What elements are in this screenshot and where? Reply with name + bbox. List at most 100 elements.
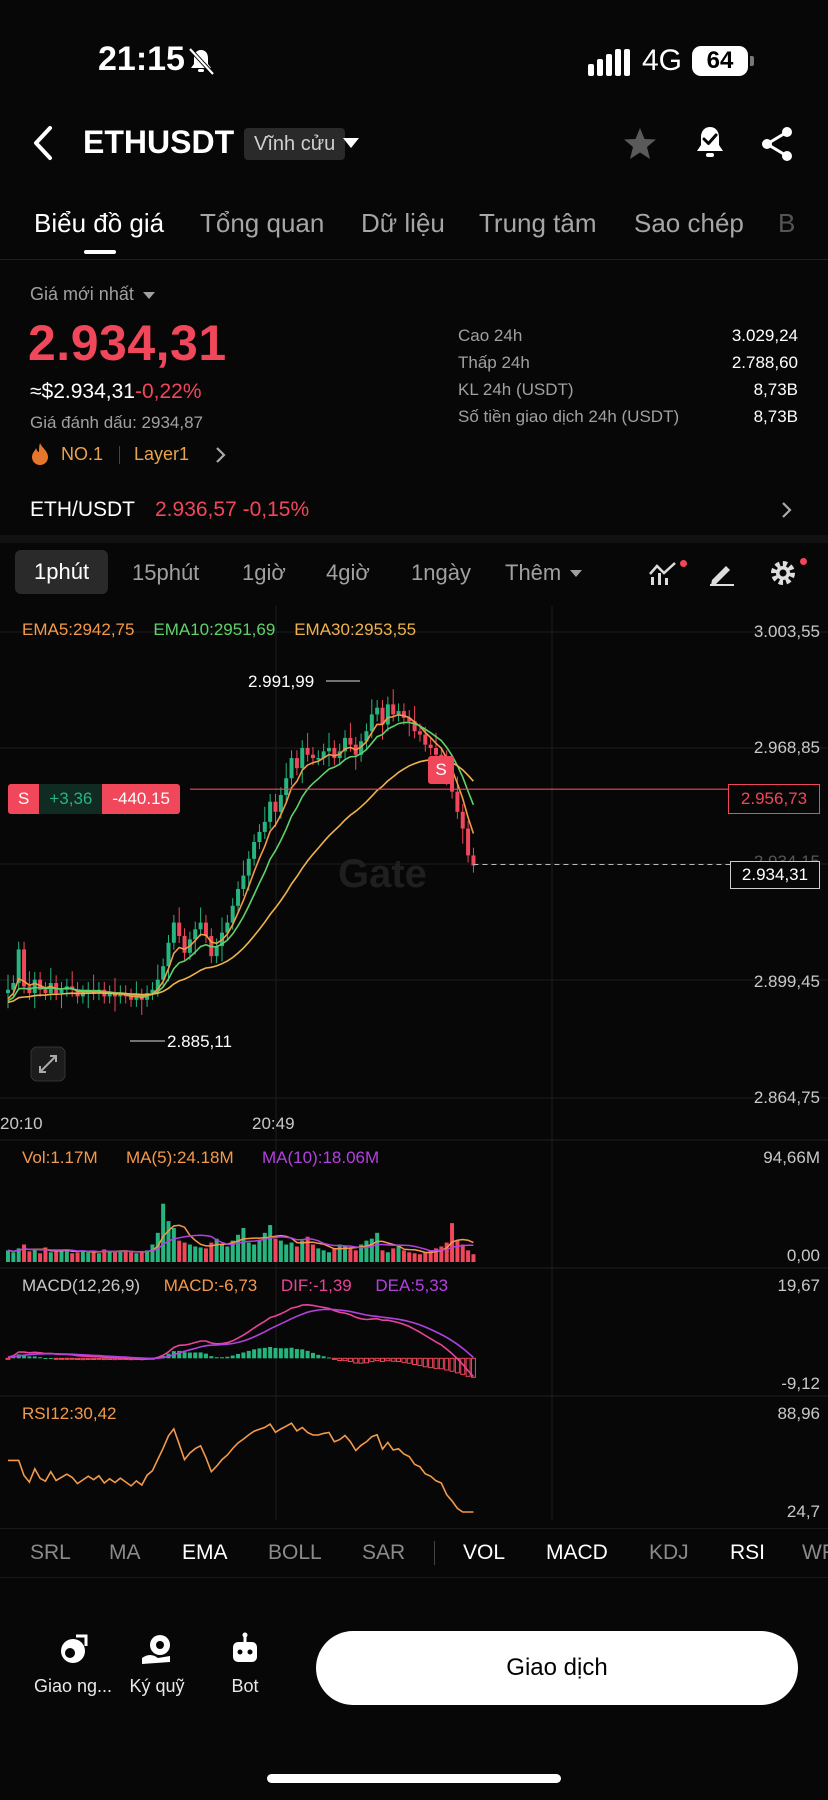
pair-title[interactable]: ETHUSDT — [83, 124, 235, 160]
ind-ma[interactable]: MA — [109, 1541, 141, 1564]
macd-histogram-bar — [433, 1357, 439, 1369]
volume-bar — [236, 1234, 241, 1262]
macd-histogram-bar — [32, 1356, 37, 1359]
interval-more[interactable]: Thêm — [505, 560, 562, 585]
spot-price-row[interactable]: ETH/USDT 2.936,57 -0,15% — [0, 490, 828, 536]
volume-bar — [203, 1248, 208, 1262]
copy-trade-button[interactable]: Giao ng... — [28, 1632, 118, 1697]
ind-wr[interactable]: WR — [802, 1541, 828, 1564]
trade-marker[interactable]: S — [428, 756, 454, 784]
price-chart[interactable] — [0, 606, 828, 1520]
macd-histogram-bar — [396, 1357, 402, 1363]
interval-more-caret-icon[interactable] — [570, 570, 582, 577]
ind-sar[interactable]: SAR — [362, 1541, 406, 1564]
volume-bar — [118, 1250, 123, 1262]
volume-bar — [11, 1252, 16, 1262]
tag-category[interactable]: Layer1 — [134, 444, 190, 464]
macd-histogram-bar — [412, 1357, 418, 1366]
ind-srl[interactable]: SRL — [30, 1541, 71, 1564]
bot-button[interactable]: Bot — [220, 1632, 270, 1697]
ema5-value: EMA5:2942,75 — [22, 620, 135, 639]
last-price: 2.934,31 — [28, 315, 227, 371]
ind-macd[interactable]: MACD — [546, 1541, 608, 1564]
candle — [11, 983, 16, 990]
macd-panel — [5, 1303, 476, 1378]
volume-bar — [91, 1251, 96, 1262]
interval-4h[interactable]: 4giờ — [326, 560, 370, 585]
chevron-right-icon[interactable] — [214, 446, 226, 464]
volume-bar — [150, 1244, 155, 1262]
volume-bar — [348, 1248, 353, 1262]
volume-bar — [300, 1240, 305, 1262]
ind-boll[interactable]: BOLL — [268, 1541, 322, 1564]
macd-histogram-bar — [438, 1357, 444, 1370]
candle — [262, 821, 267, 832]
ind-ema[interactable]: EMA — [182, 1541, 228, 1564]
vol-ma10-line — [7, 1234, 474, 1253]
stat-volume: KL 24h (USDT) 8,73B — [458, 380, 798, 407]
macd-histogram-bar — [369, 1357, 375, 1363]
contract-type-badge[interactable]: Vĩnh cửu — [244, 128, 346, 160]
ind-kdj[interactable]: KDJ — [649, 1541, 689, 1564]
tab-overview[interactable]: Tổng quan — [200, 208, 325, 238]
share-icon[interactable] — [760, 126, 794, 162]
interval-15m[interactable]: 15phút — [132, 560, 200, 585]
latest-price-caret-icon[interactable] — [143, 292, 155, 299]
home-indicator[interactable] — [267, 1774, 561, 1783]
bot-icon — [233, 1632, 257, 1662]
tab-data[interactable]: Dữ liệu — [361, 208, 445, 238]
interval-1d[interactable]: 1ngày — [411, 560, 471, 585]
macd-dif-line — [7, 1303, 474, 1378]
position-tag[interactable]: S +3,36 -440.15 — [8, 784, 181, 814]
candle — [396, 711, 401, 715]
pair-dropdown-caret-icon[interactable] — [343, 138, 359, 148]
interval-1m[interactable]: 1phút — [15, 550, 109, 594]
macd-dif: DIF:-1,39 — [280, 1276, 352, 1295]
gear-icon[interactable] — [768, 558, 798, 588]
macd-histogram-bar — [316, 1354, 321, 1359]
candle — [198, 922, 203, 930]
volume-bar — [129, 1252, 134, 1262]
ind-vol[interactable]: VOL — [463, 1541, 506, 1564]
stats-panel: Cao 24h 3.029,24 Thấp 24h 2.788,60 KL 24h … — [458, 326, 798, 434]
volume-bar — [407, 1252, 412, 1262]
position-size: -440.15 — [102, 784, 181, 814]
volume-bar — [27, 1251, 32, 1262]
candle — [16, 949, 21, 984]
volume-bar — [96, 1253, 101, 1262]
macd-histogram-bar — [27, 1356, 32, 1359]
mark-price-label: Giá đánh dấu: — [30, 413, 137, 432]
back-arrow-icon[interactable] — [28, 124, 58, 162]
candle — [155, 979, 160, 990]
ind-rsi[interactable]: RSI — [730, 1541, 766, 1564]
candle — [375, 707, 380, 715]
price-alert-bell-icon[interactable] — [692, 124, 728, 162]
margin-button[interactable]: Ký quỹ — [124, 1632, 190, 1697]
tab-more[interactable]: B — [778, 208, 796, 238]
chart-overlay — [130, 680, 730, 1042]
indicator-icon[interactable] — [648, 560, 678, 586]
macd-histogram-bar — [225, 1356, 230, 1359]
candle — [268, 801, 273, 822]
latest-price-label[interactable]: Giá mới nhất — [30, 284, 134, 304]
candle — [327, 747, 331, 752]
trade-button[interactable]: Giao dịch — [316, 1631, 798, 1705]
tab-center[interactable]: Trung tâm — [479, 208, 597, 238]
tab-price-chart[interactable]: Biểu đồ giá — [34, 208, 165, 238]
expand-icon[interactable] — [30, 1046, 66, 1082]
interval-1h[interactable]: 1giờ — [242, 560, 286, 585]
copy-trade-label: Giao ng... — [33, 1676, 113, 1696]
star-icon[interactable] — [622, 126, 658, 162]
candle — [305, 747, 310, 755]
stat-label: Cao 24h — [458, 326, 523, 345]
stat-low: Thấp 24h 2.788,60 — [458, 353, 798, 380]
draw-tool-icon[interactable] — [708, 560, 736, 586]
volume-bar — [187, 1244, 192, 1262]
macd-histogram-bar — [327, 1357, 331, 1359]
tab-copy[interactable]: Sao chép — [634, 208, 744, 238]
volume-bar — [6, 1250, 10, 1262]
network-type: 4G — [642, 44, 683, 77]
volume-legend: Vol:1.17M MA(5):24.18M MA(10):18.06M — [22, 1148, 379, 1168]
chevron-right-icon[interactable] — [780, 500, 792, 520]
tag-rank[interactable]: NO.1 — [61, 444, 104, 464]
